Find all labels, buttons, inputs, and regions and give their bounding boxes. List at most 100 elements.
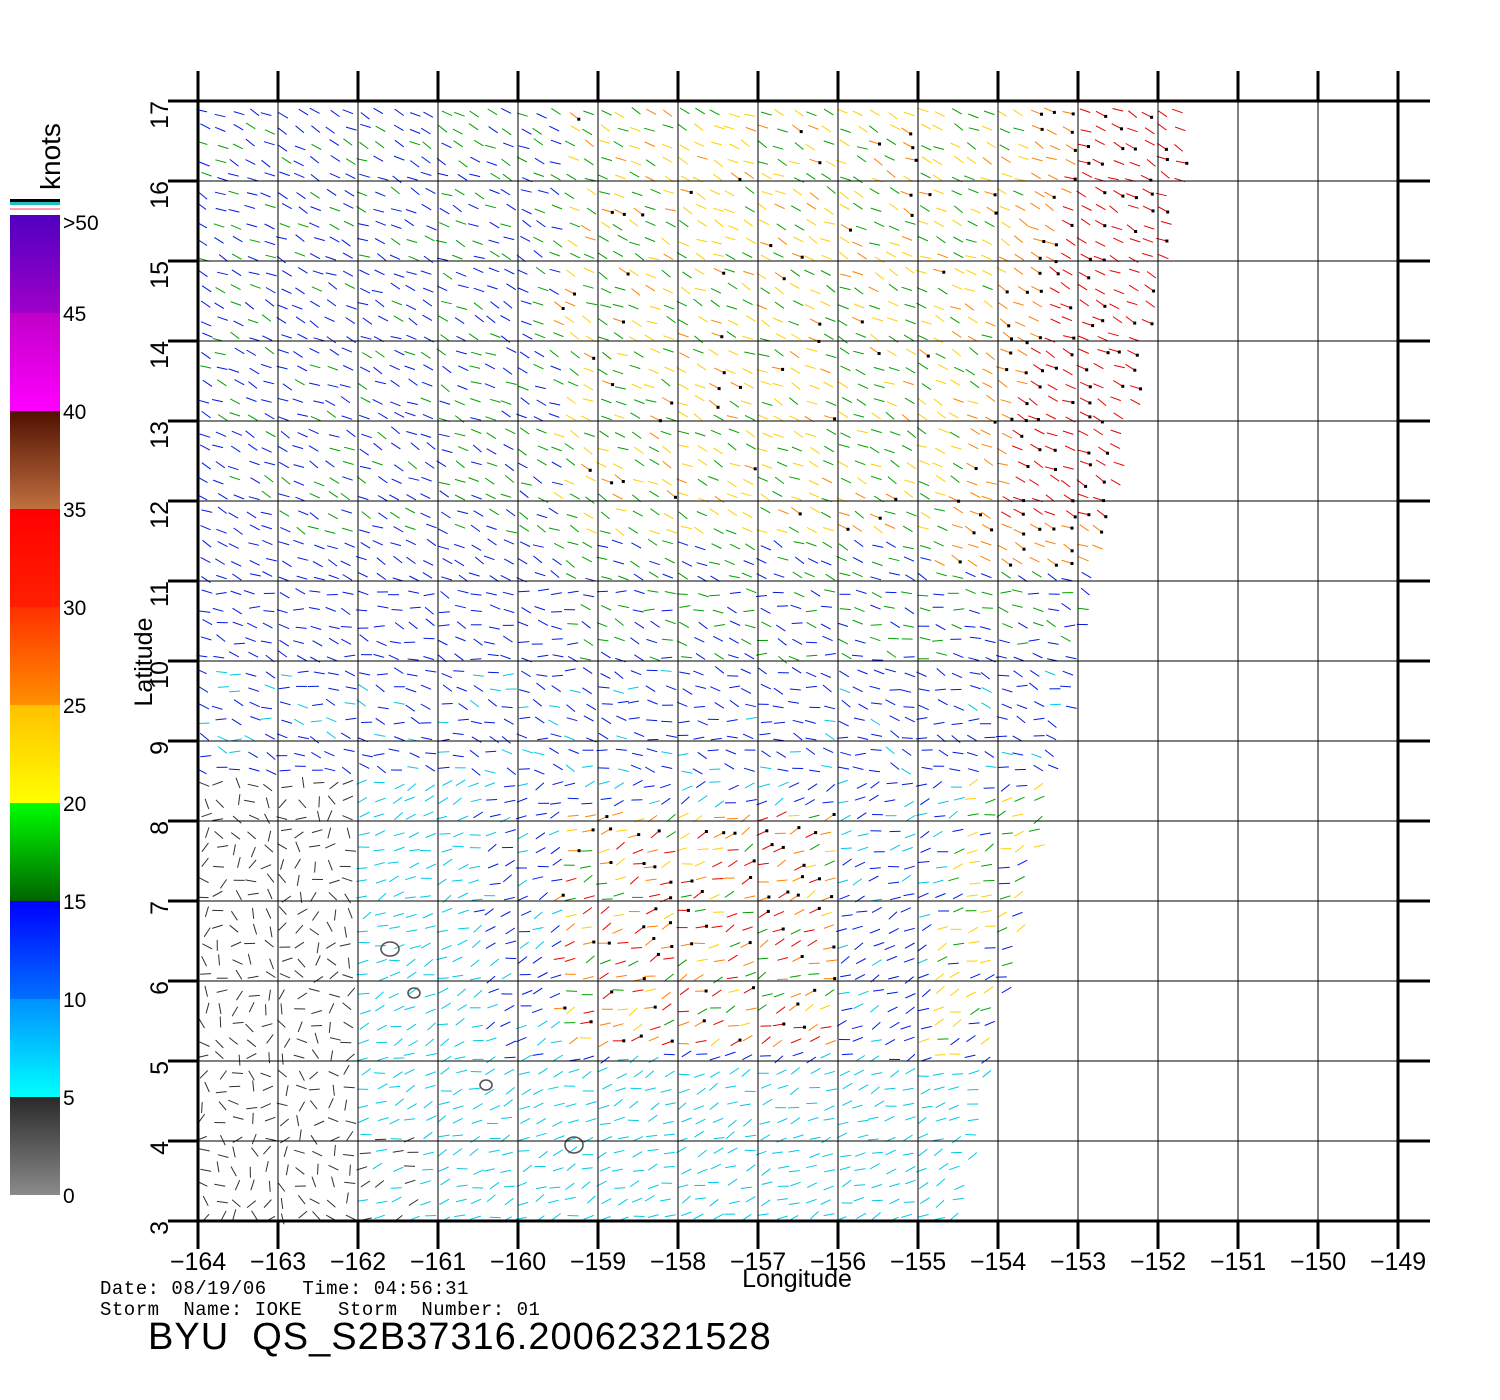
wind-vector [709,189,721,195]
wind-vector [580,224,591,232]
wind-vector [330,109,340,118]
wind-vector [377,412,388,420]
wind-vector [568,1036,579,1045]
wind-vector [440,300,452,305]
wind-vector [567,239,578,247]
rain-flag-marker [1135,353,1139,357]
wind-vector [851,654,864,657]
wind-vector [872,1151,884,1154]
wind-vector [857,736,869,740]
wind-vector [1034,542,1045,548]
wind-vector [666,813,676,822]
wind-vector [744,652,755,660]
wind-vector [330,1050,334,1062]
wind-vector [549,161,561,165]
wind-vector [517,269,528,275]
rain-flag-marker [928,193,932,197]
wind-vector [215,558,225,565]
wind-vector [1044,670,1056,676]
wind-vector [841,699,851,708]
wind-vector [217,845,229,848]
wind-vector [887,637,899,640]
rain-flag-marker [1088,385,1092,389]
wind-vector [1000,784,1011,792]
wind-vector [902,1134,913,1142]
wind-vector [825,160,836,167]
wind-vector [823,460,834,466]
wind-vector [600,304,612,308]
wind-vector [662,1003,672,1011]
wind-vector [905,1179,916,1185]
wind-vector [805,685,817,688]
wind-vector [742,299,753,306]
wind-vector [277,445,288,453]
wind-vector [917,1214,929,1218]
wind-vector [230,561,242,567]
wind-vector [535,812,547,816]
wind-vector [792,876,803,882]
wind-vector [1142,205,1154,212]
wind-vector [759,1121,771,1125]
wind-vector [695,1040,707,1043]
wind-vector [694,287,706,292]
rain-flag-marker [1020,434,1024,438]
wind-vector [217,316,228,321]
wind-vector [394,846,405,852]
wind-vector [793,850,805,854]
wind-vector [552,654,564,658]
wind-vector [649,432,660,440]
wind-vector [198,686,209,693]
wind-vector [707,749,719,752]
wind-vector [853,717,865,721]
wind-vector [276,733,288,739]
rain-flag-marker [1070,353,1074,357]
wind-vector [966,1035,976,1043]
wind-vector [837,879,849,884]
rain-flag-marker [994,211,998,215]
wind-vector [311,911,320,921]
wind-vector [857,252,867,260]
rain-flag-marker [588,468,592,472]
wind-vector [297,958,306,968]
wind-vector [473,255,485,259]
wind-vector [1079,108,1091,113]
wind-vector [372,460,383,466]
wind-vector [339,943,351,947]
wind-vector [1129,385,1141,390]
wind-vector [533,172,545,177]
wind-vector [245,1023,254,1033]
wind-vector [628,144,640,150]
wind-vector [550,365,562,371]
wind-vector [1029,523,1041,530]
wind-vector [664,1070,675,1078]
wind-vector [627,686,639,690]
wind-vector [757,414,769,420]
wind-vector [1044,224,1055,232]
wind-vector [696,203,707,210]
wind-vector [585,955,595,964]
wind-vector [393,555,403,564]
wind-vector [538,1067,548,1075]
wind-vector [677,492,688,496]
wind-vector [1000,399,1012,404]
wind-vector [663,335,674,340]
wind-vector [921,989,931,998]
wind-vector [645,220,656,227]
wind-vector [215,592,227,595]
wind-vector [937,800,949,805]
wind-vector [1031,157,1043,162]
wind-vector [777,1118,788,1124]
wind-vector [904,716,916,723]
rain-flag-marker [1026,465,1030,468]
wind-vector [1079,411,1091,418]
wind-vector [328,1071,339,1077]
wind-vector [632,1023,643,1032]
wind-vector [325,256,337,261]
wind-vector [1160,171,1170,179]
wind-vector [406,239,418,243]
wind-vector [1064,624,1076,628]
wind-vector [954,848,965,855]
wind-vector [777,638,787,646]
wind-vector [806,172,816,180]
wind-vector [825,354,837,359]
